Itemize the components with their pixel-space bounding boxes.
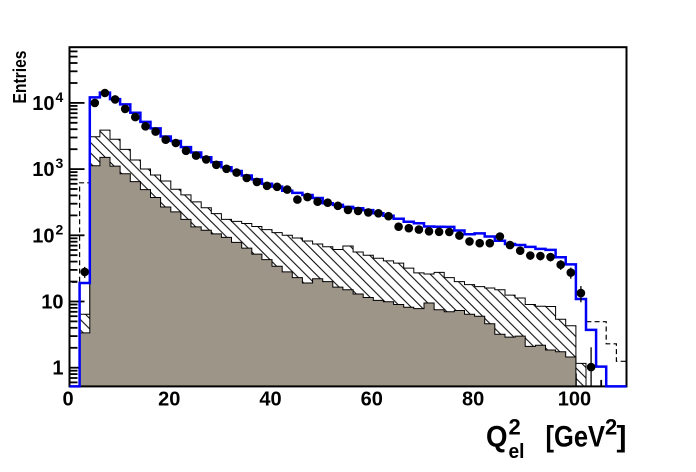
svg-text:Q: Q: [486, 421, 508, 454]
svg-text:80: 80: [462, 389, 484, 411]
svg-text:4: 4: [56, 89, 64, 105]
svg-text:10: 10: [32, 93, 54, 115]
svg-text:2: 2: [56, 221, 64, 237]
svg-text:1: 1: [52, 358, 63, 380]
svg-text:el: el: [509, 441, 525, 463]
svg-text:3: 3: [56, 155, 64, 171]
svg-text:2: 2: [605, 415, 617, 440]
svg-text:10: 10: [32, 159, 54, 181]
svg-text:40: 40: [259, 389, 281, 411]
svg-text:10: 10: [41, 292, 63, 314]
svg-text:2: 2: [509, 415, 521, 440]
svg-text:10: 10: [32, 225, 54, 247]
svg-text:Entries: Entries: [9, 51, 30, 104]
svg-text:100: 100: [558, 389, 591, 411]
svg-text:0: 0: [62, 389, 73, 411]
svg-text:[GeV: [GeV: [546, 421, 606, 454]
svg-text:20: 20: [158, 389, 180, 411]
svg-text:60: 60: [361, 389, 383, 411]
svg-text:]: ]: [617, 421, 627, 454]
